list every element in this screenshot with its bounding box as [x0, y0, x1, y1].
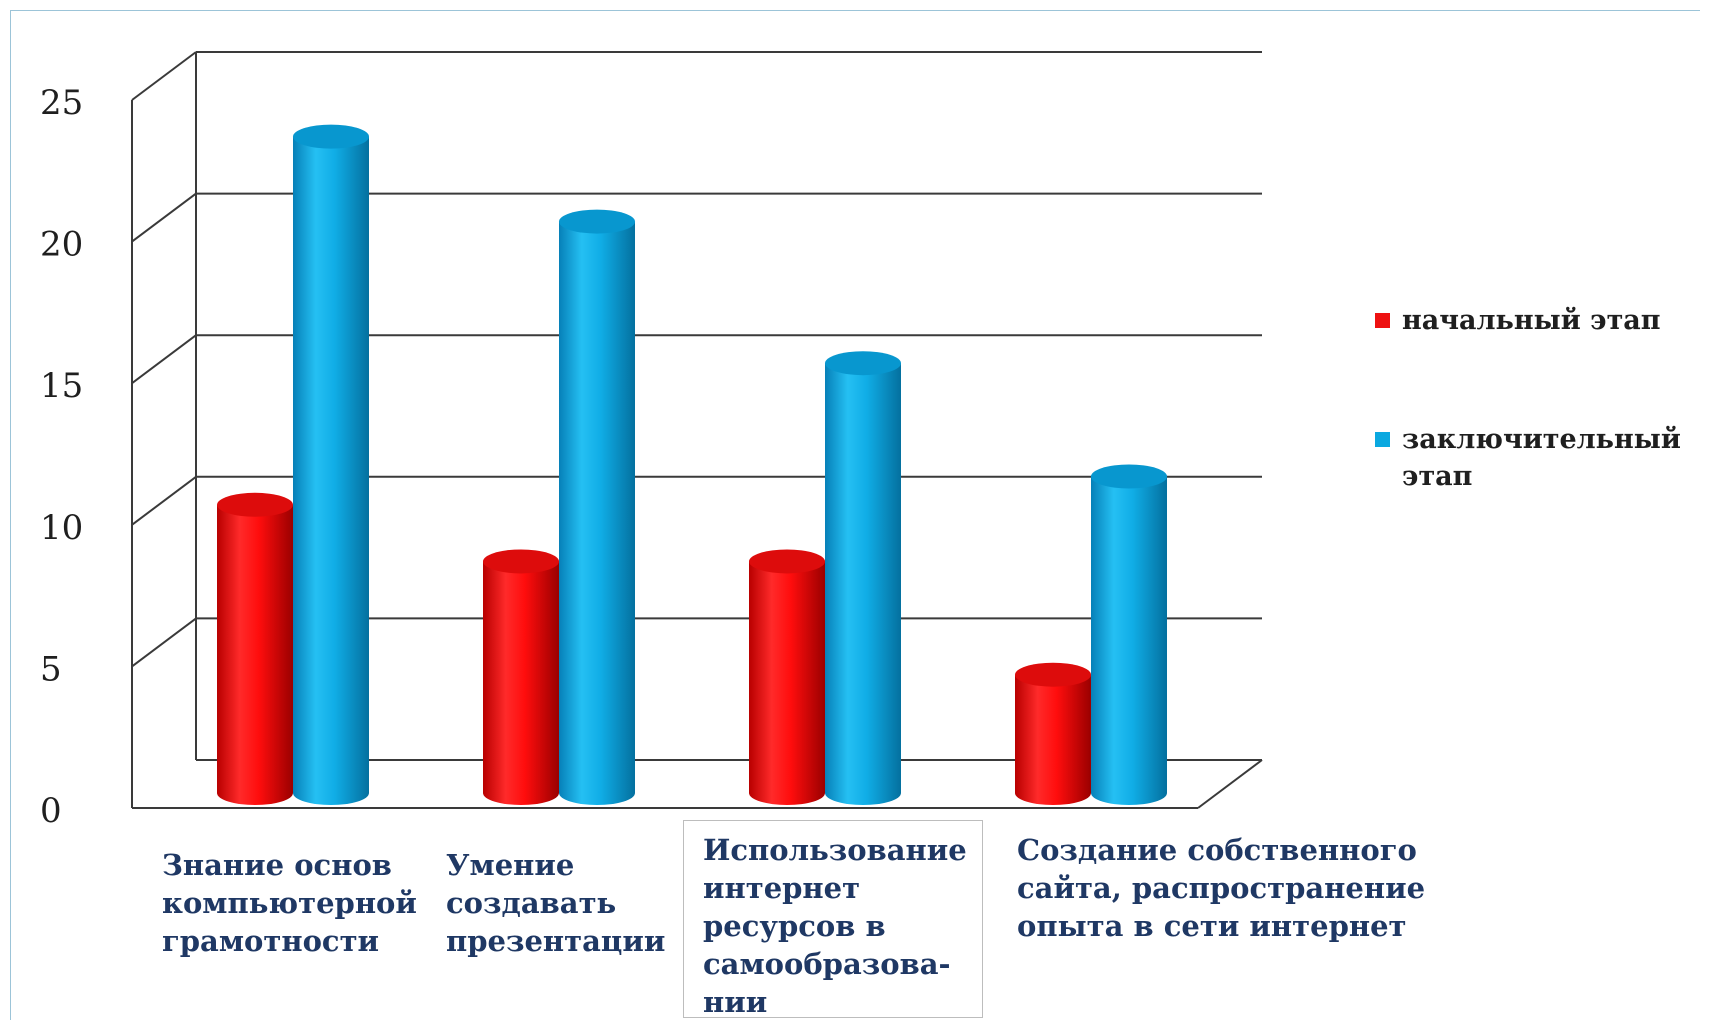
bar-top: [559, 209, 635, 234]
gridline-diagonal-20: [131, 192, 197, 243]
y-tick-label-15: 15: [40, 366, 83, 406]
bar-final-3: [825, 351, 901, 805]
bar-body: [293, 136, 369, 805]
gridline-diagonal-5: [131, 617, 197, 668]
y-tick-label-10: 10: [40, 508, 83, 548]
bar-top: [1015, 662, 1091, 687]
bar-body: [749, 561, 825, 805]
bar-body: [825, 363, 901, 805]
y-tick-label-20: 20: [40, 225, 83, 265]
bar-body: [1091, 476, 1167, 805]
y-tick-label-25: 25: [40, 83, 83, 123]
bars: [217, 124, 1167, 805]
floor-right-edge: [1197, 759, 1263, 809]
category-label-2: Умение создавать презентации: [446, 848, 666, 958]
bar-initial-1: [217, 492, 293, 805]
category-label-1: Знание основ компьютерной грамотности: [162, 848, 417, 958]
bar-final-4: [1091, 464, 1167, 805]
gridlines: [131, 51, 1262, 761]
bar-final-2: [559, 209, 635, 805]
bar-final-1: [293, 124, 369, 805]
legend-label-final: заключительный этап: [1402, 424, 1681, 492]
y-tick-labels: 0 5 10 15 20 25: [40, 83, 83, 831]
bar-top: [293, 124, 369, 149]
bar-top: [1091, 464, 1167, 489]
bar-body: [483, 561, 559, 805]
bar-initial-4: [1015, 662, 1091, 805]
gridline-diagonal-25: [131, 51, 197, 101]
axes: [131, 52, 1263, 809]
bar-initial-2: [483, 549, 559, 805]
bar-body: [217, 504, 293, 805]
y-tick-label-5: 5: [40, 649, 62, 689]
legend-swatch-blue: [1375, 432, 1390, 447]
bar-top: [749, 549, 825, 574]
category-label-3: Использование интернет ресурсов в самооб…: [703, 833, 967, 1019]
legend-label-initial: начальный этап: [1402, 305, 1661, 336]
bar-body: [559, 221, 635, 805]
bar-body: [1015, 674, 1091, 805]
category-label-4: Создание собственного сайта, распростран…: [1017, 833, 1426, 943]
y-tick-label-0: 0: [40, 791, 62, 831]
slide-frame: [10, 10, 1700, 1020]
bar-top: [825, 351, 901, 376]
bar-initial-3: [749, 549, 825, 805]
legend-swatch-red: [1375, 313, 1390, 328]
bar-top: [483, 549, 559, 574]
category-label-box: [683, 820, 983, 1018]
gridline-diagonal-10: [131, 475, 197, 526]
bar-top: [217, 492, 293, 517]
gridline-diagonal-15: [131, 334, 197, 385]
